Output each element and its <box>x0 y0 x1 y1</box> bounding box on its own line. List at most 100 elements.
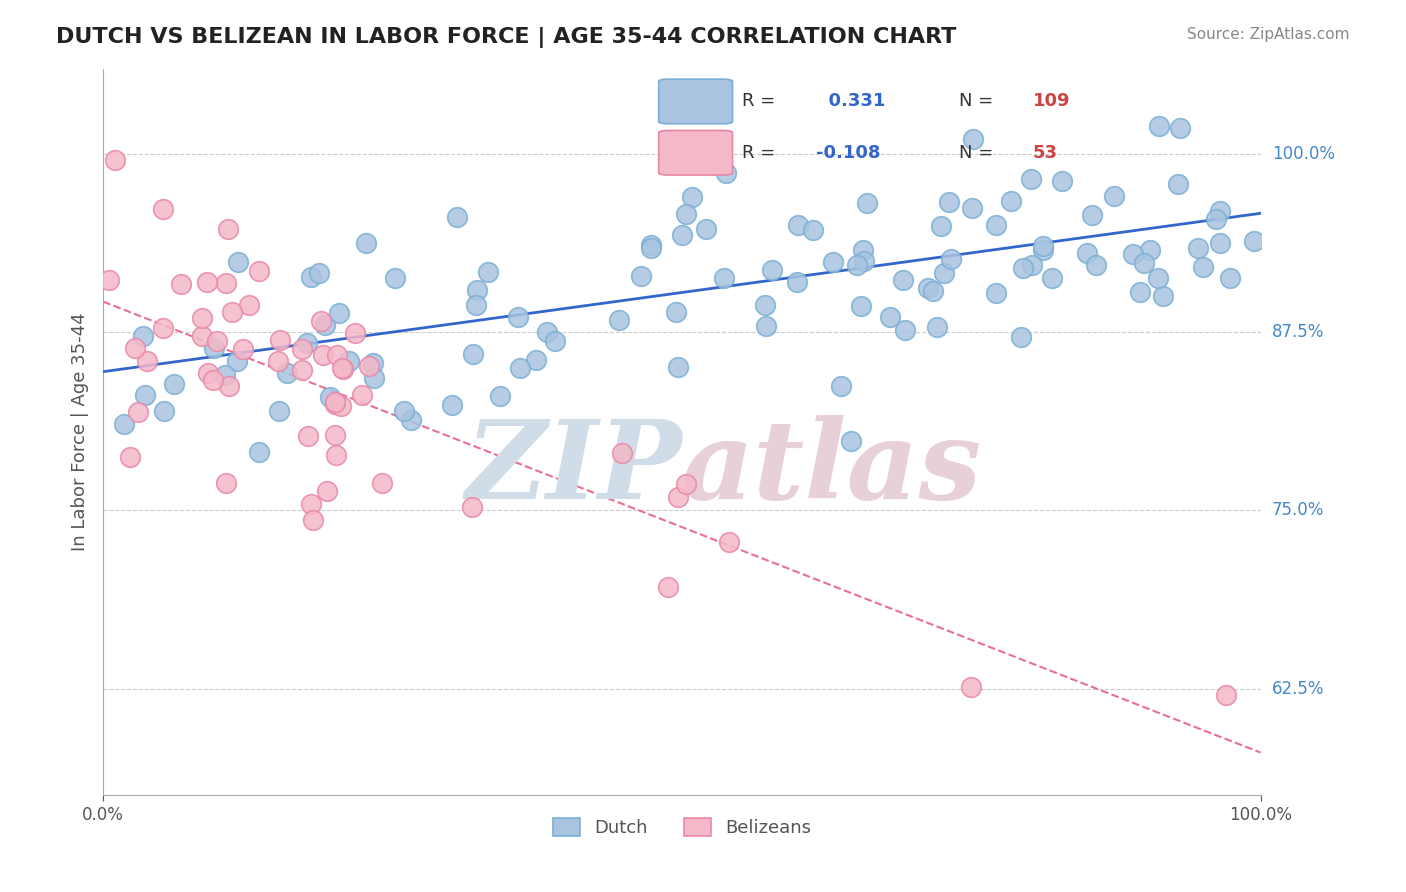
Point <box>610 446 633 460</box>
Point <box>506 310 529 324</box>
Point <box>127 404 149 418</box>
Point <box>917 281 939 295</box>
Point <box>226 255 249 269</box>
Point <box>755 318 778 333</box>
Y-axis label: In Labor Force | Age 35-44: In Labor Force | Age 35-44 <box>72 313 89 551</box>
Point <box>359 359 381 374</box>
Point <box>295 335 318 350</box>
Point <box>1010 330 1032 344</box>
Point <box>326 348 349 362</box>
Point <box>932 266 955 280</box>
Text: R =: R = <box>742 93 776 111</box>
Point <box>136 354 159 368</box>
Point <box>399 413 422 427</box>
Point <box>363 370 385 384</box>
Point <box>787 218 810 232</box>
Point <box>1000 194 1022 208</box>
Point <box>925 320 948 334</box>
Point <box>361 356 384 370</box>
Point <box>1080 208 1102 222</box>
Point <box>1122 247 1144 261</box>
Text: 53: 53 <box>1032 144 1057 161</box>
Point <box>717 534 740 549</box>
Point <box>1129 285 1152 299</box>
Text: 100.0%: 100.0% <box>1272 145 1334 163</box>
Point <box>309 313 332 327</box>
Point <box>319 390 342 404</box>
Point <box>170 277 193 292</box>
Point <box>384 270 406 285</box>
Point <box>463 346 485 360</box>
Point <box>221 305 243 319</box>
Point <box>205 334 228 348</box>
Point <box>1050 173 1073 187</box>
Point <box>1168 121 1191 136</box>
Point <box>879 310 901 324</box>
Point <box>1012 260 1035 275</box>
Point <box>1102 189 1125 203</box>
Point <box>112 417 135 431</box>
Point <box>962 132 984 146</box>
Point <box>267 354 290 368</box>
Point <box>446 210 468 224</box>
Point <box>323 395 346 409</box>
Point <box>477 265 499 279</box>
Point <box>201 373 224 387</box>
Point <box>98 273 121 287</box>
Point <box>665 304 688 318</box>
Point <box>856 196 879 211</box>
FancyBboxPatch shape <box>659 79 733 124</box>
Point <box>1042 271 1064 285</box>
Point <box>1187 241 1209 255</box>
Point <box>238 298 260 312</box>
Point <box>536 325 558 339</box>
Point <box>695 222 717 236</box>
Point <box>225 353 247 368</box>
Point <box>939 252 962 267</box>
Point <box>465 298 488 312</box>
Legend: Dutch, Belizeans: Dutch, Belizeans <box>546 811 818 845</box>
Point <box>681 190 703 204</box>
Point <box>852 244 875 258</box>
Point <box>152 403 174 417</box>
Point <box>1167 177 1189 191</box>
Point <box>488 389 510 403</box>
Point <box>509 361 531 376</box>
Point <box>332 362 354 376</box>
Point <box>1147 271 1170 285</box>
Point <box>984 218 1007 232</box>
Point <box>1032 244 1054 258</box>
Point <box>315 483 337 498</box>
Point <box>960 202 983 216</box>
Point <box>1139 244 1161 258</box>
Point <box>197 276 219 290</box>
Point <box>202 341 225 355</box>
Point <box>960 680 983 694</box>
Text: 75.0%: 75.0% <box>1272 501 1324 519</box>
Point <box>922 284 945 298</box>
Point <box>247 444 270 458</box>
Text: 109: 109 <box>1032 93 1070 111</box>
Point <box>671 145 693 160</box>
Point <box>676 139 699 153</box>
Point <box>891 273 914 287</box>
Point <box>714 166 737 180</box>
Point <box>269 333 291 347</box>
Point <box>1147 119 1170 133</box>
Point <box>214 368 236 383</box>
Point <box>197 366 219 380</box>
Point <box>1205 211 1227 226</box>
Point <box>232 343 254 357</box>
Point <box>308 266 330 280</box>
Point <box>343 326 366 340</box>
Point <box>325 449 347 463</box>
Point <box>215 475 238 490</box>
Text: R =: R = <box>742 144 776 161</box>
Point <box>666 359 689 374</box>
Point <box>441 398 464 412</box>
Text: DUTCH VS BELIZEAN IN LABOR FORCE | AGE 35-44 CORRELATION CHART: DUTCH VS BELIZEAN IN LABOR FORCE | AGE 3… <box>56 27 956 48</box>
Point <box>118 450 141 465</box>
Text: Source: ZipAtlas.com: Source: ZipAtlas.com <box>1187 27 1350 42</box>
Point <box>524 352 547 367</box>
Point <box>607 313 630 327</box>
